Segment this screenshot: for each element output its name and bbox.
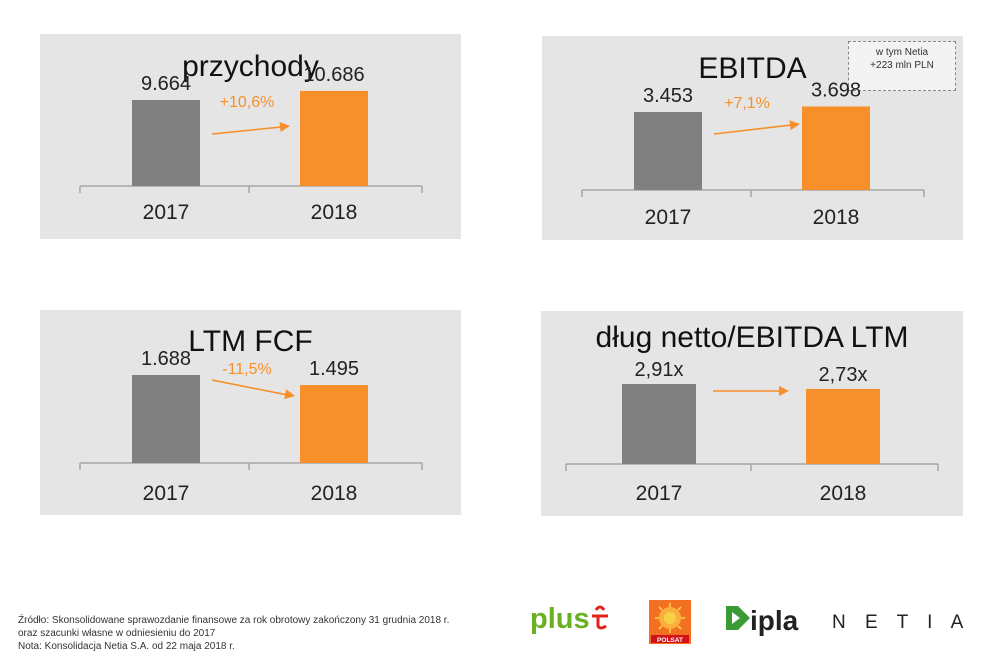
polsat-logo: POLSAT [649, 600, 691, 644]
chart-panel-ebitda: EBITDA w tym Netia +223 mln PLN 3.453 201… [542, 36, 963, 240]
value-label: 3.698 [811, 79, 861, 101]
plus-logo: plus [530, 600, 620, 638]
category-label: 2018 [813, 206, 860, 229]
footnote-line: Źródło: Skonsolidowane sprawozdanie fina… [18, 615, 450, 626]
chart-svg: 9.664 2017 10.686 2018 +10,6% [79, 64, 423, 224]
value-label: 1.495 [309, 358, 359, 380]
category-label: 2017 [645, 206, 692, 229]
bar-2017 [132, 375, 200, 463]
bar-2018 [300, 90, 368, 186]
netia-logo: N E T I A [830, 607, 990, 635]
value-label: 1.688 [141, 348, 191, 370]
change-arrow-head [789, 120, 800, 131]
annotation-note: w tym Netia +223 mln PLN [848, 41, 956, 91]
chart-svg: 1.688 2017 1.495 2018 -11,5% [79, 348, 423, 505]
category-label: 2017 [636, 482, 683, 505]
bar-2018 [806, 388, 880, 464]
value-label: 9.664 [141, 73, 191, 95]
change-arrow [211, 125, 285, 135]
bar-2017 [634, 112, 702, 190]
footnote-line: Nota: Konsolidacja Netia S.A. od 22 maja… [18, 641, 235, 652]
chart-title: dług netto/EBITDA LTM [595, 321, 909, 354]
note-line: w tym Netia [875, 47, 929, 58]
chart-panel-przychody: przychody 9.664 2017 10.686 2018 +10,6% [40, 34, 461, 239]
ipla-logo-graphic: ipla [726, 605, 799, 636]
value-label: 10.686 [303, 64, 364, 86]
note-line: +223 mln PLN [870, 60, 934, 71]
change-arrow-head [279, 122, 290, 132]
bar-2017 [622, 384, 696, 464]
bar-2018 [802, 106, 870, 190]
change-label: +10,6% [220, 94, 275, 111]
value-label: 3.453 [643, 85, 693, 107]
change-label: -11,5% [222, 361, 272, 378]
source-footnote: Źródło: Skonsolidowane sprawozdanie fina… [18, 614, 449, 653]
polsat-logo-text: POLSAT [657, 637, 683, 644]
category-label: 2018 [820, 482, 867, 505]
category-label: 2017 [143, 201, 190, 224]
plus-logo-text: plus [530, 603, 590, 635]
change-label: +7,1% [724, 95, 770, 112]
netia-logo-graphic: N E T I A [832, 612, 970, 633]
netia-logo-text: N E T I A [832, 612, 970, 633]
value-label: 2,91x [635, 359, 684, 381]
bar-2017 [132, 100, 200, 186]
category-label: 2017 [143, 482, 190, 505]
chart-svg: 3.453 2017 3.698 2018 +7,1% [581, 79, 925, 229]
polsat-logo-graphic: POLSAT [649, 600, 691, 644]
change-arrow-head [284, 389, 295, 400]
change-arrow [713, 123, 795, 135]
chart-title: EBITDA [698, 52, 807, 85]
footnote-line: oraz szacunki własne w odniesieniu do 20… [18, 628, 216, 639]
change-arrow [211, 379, 290, 397]
category-label: 2018 [311, 482, 358, 505]
chart-panel-ltm-fcf: LTM FCF 1.688 2017 1.495 2018 -11,5% [40, 310, 461, 515]
ipla-logo: ipla [724, 602, 804, 642]
value-label: 2,73x [819, 364, 868, 386]
plus-logo-graphic: plus [530, 603, 608, 635]
chart-svg: 2,91x 2017 2,73x 2018 [565, 359, 939, 505]
ipla-logo-text: ipla [750, 605, 799, 636]
bar-2018 [300, 385, 368, 463]
category-label: 2018 [311, 201, 358, 224]
chart-title: LTM FCF [188, 325, 313, 358]
change-arrow-head [779, 386, 789, 396]
chart-title: przychody [182, 50, 319, 83]
chart-panel-dlug-netto-ebitda: dług netto/EBITDA LTM 2,91x 2017 2,73x 2018 [541, 311, 963, 516]
